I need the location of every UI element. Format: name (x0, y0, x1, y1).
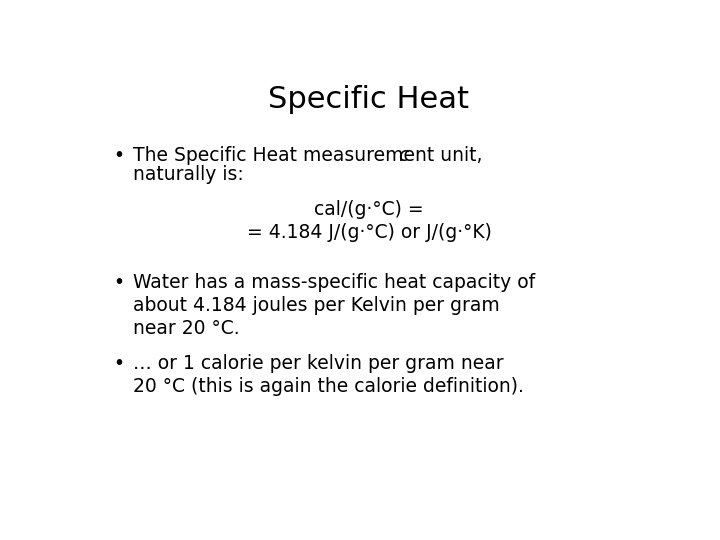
Text: •: • (113, 354, 125, 373)
Text: near 20 °C.: near 20 °C. (132, 319, 239, 338)
Text: Water has a mass-specific heat capacity of: Water has a mass-specific heat capacity … (132, 273, 535, 292)
Text: c: c (399, 146, 409, 165)
Text: •: • (113, 146, 125, 165)
Text: •: • (113, 273, 125, 292)
Text: 20 °C (this is again the calorie definition).: 20 °C (this is again the calorie definit… (132, 377, 523, 396)
Text: … or 1 calorie per kelvin per gram near: … or 1 calorie per kelvin per gram near (132, 354, 503, 373)
Text: cal/(g·°C) =: cal/(g·°C) = (314, 200, 424, 219)
Text: Specific Heat: Specific Heat (269, 85, 469, 114)
Text: about 4.184 joules per Kelvin per gram: about 4.184 joules per Kelvin per gram (132, 296, 500, 315)
Text: The Specific Heat measurement unit,: The Specific Heat measurement unit, (132, 146, 488, 165)
Text: naturally is:: naturally is: (132, 165, 243, 184)
Text: = 4.184 J/(g·°C) or J/(g·°K): = 4.184 J/(g·°C) or J/(g·°K) (246, 222, 492, 241)
